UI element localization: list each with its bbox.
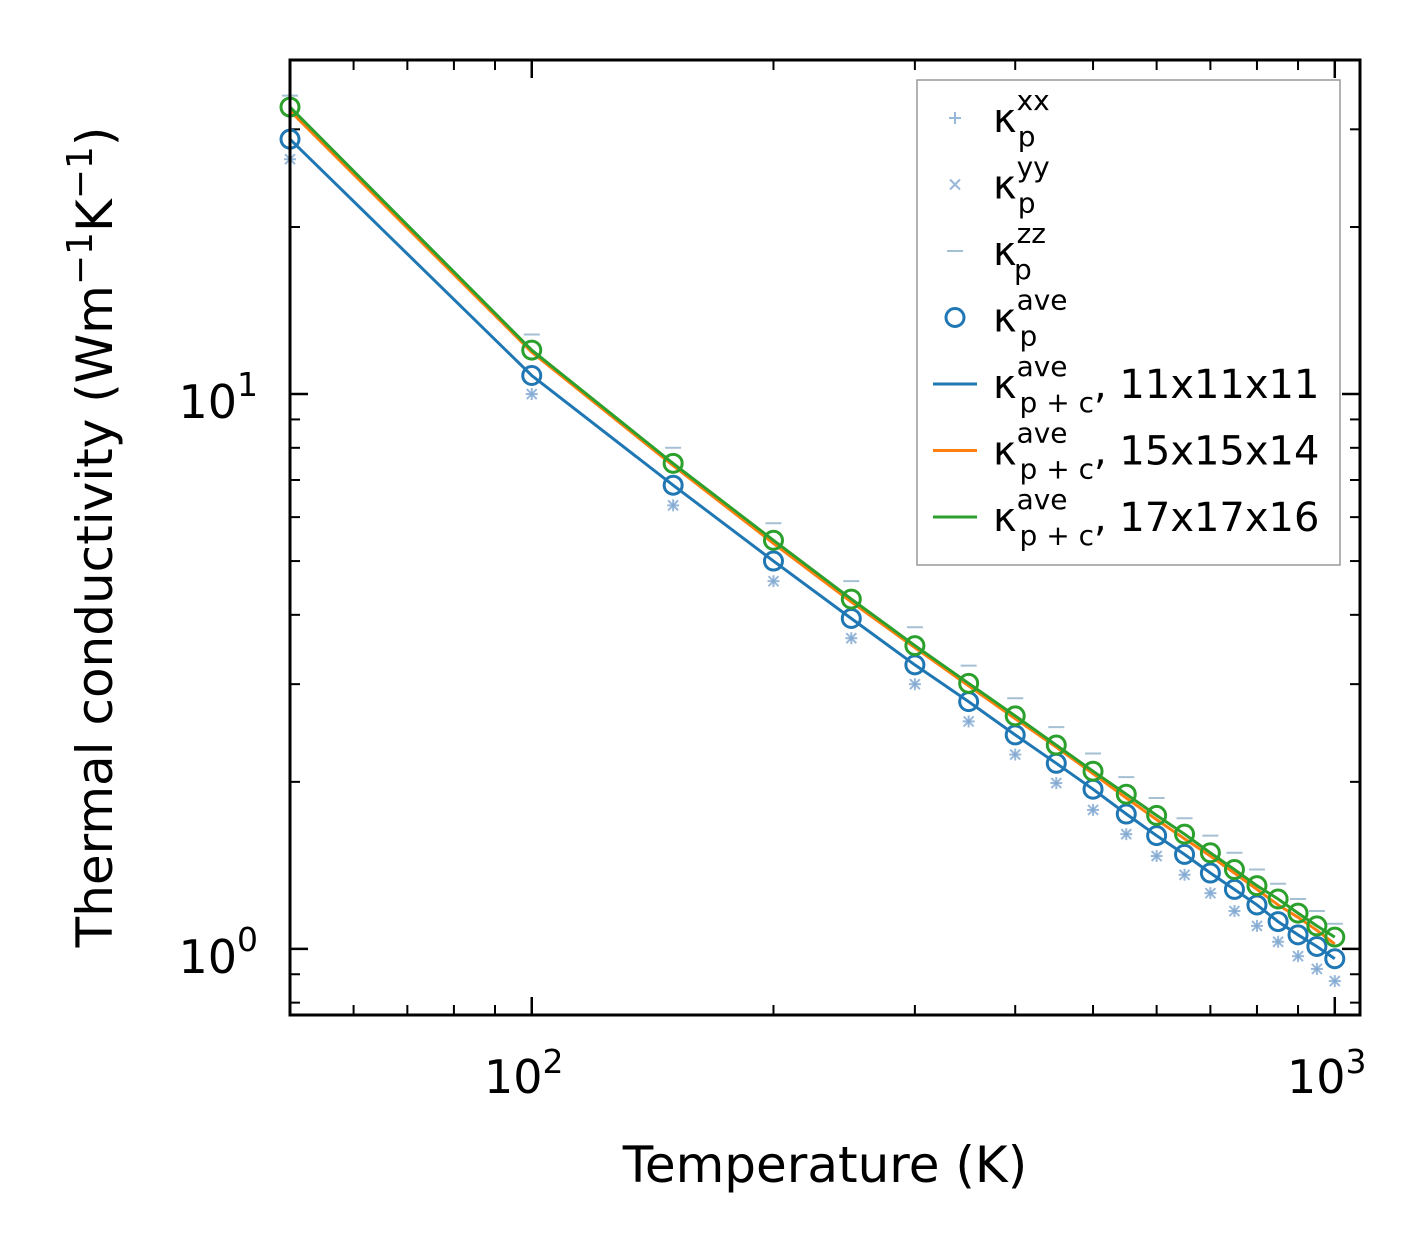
data-point-x bbox=[962, 715, 975, 728]
legend-item: κave p + c, 17x17x16 bbox=[933, 483, 1319, 552]
legend-item: κave p bbox=[944, 284, 1068, 353]
data-point-circle bbox=[762, 550, 784, 572]
data-point-circle bbox=[1324, 926, 1346, 948]
legend-label: κave p bbox=[993, 284, 1068, 353]
data-point-x bbox=[526, 388, 538, 400]
y-tick-label: 100 bbox=[178, 920, 258, 984]
data-point-x bbox=[1292, 950, 1304, 962]
data-point-x bbox=[1120, 828, 1132, 840]
data-point-circle bbox=[1115, 783, 1137, 805]
data-point-circle bbox=[1004, 705, 1026, 727]
x-axis-label: Temperature (K) bbox=[622, 1136, 1027, 1194]
data-point-circle bbox=[958, 672, 980, 694]
data-point-x bbox=[909, 678, 921, 690]
series-circle-markers bbox=[279, 96, 1346, 948]
legend-item: κxx p bbox=[949, 84, 1050, 153]
data-point-circle bbox=[904, 635, 926, 657]
data-point-circle bbox=[1199, 842, 1221, 864]
data-point-circle bbox=[1146, 804, 1168, 826]
data-point-circle bbox=[1082, 760, 1104, 782]
legend-marker-swatch bbox=[949, 112, 961, 124]
data-point-x bbox=[1050, 777, 1063, 789]
x-tick-label: 103 bbox=[1287, 1042, 1367, 1104]
x-tick-label: 102 bbox=[484, 1042, 564, 1104]
series-line bbox=[288, 138, 1336, 960]
legend-marker-swatch bbox=[944, 307, 966, 328]
data-point-x bbox=[1009, 748, 1021, 761]
axis-ticks bbox=[289, 59, 1360, 1015]
series-line bbox=[288, 106, 1336, 939]
legend-label: κave p + c, 15x15x14 bbox=[993, 417, 1319, 486]
data-point-circle bbox=[1287, 924, 1309, 946]
data-point-x bbox=[1150, 850, 1163, 862]
data-point-x bbox=[1329, 975, 1341, 987]
data-point-circle bbox=[762, 529, 784, 551]
legend-label: κzz p bbox=[993, 217, 1046, 286]
data-point-circle bbox=[1199, 862, 1221, 884]
data-point-circle bbox=[662, 474, 684, 496]
data-point-x bbox=[845, 632, 858, 644]
series-x-markers bbox=[284, 153, 1341, 987]
data-point-circle bbox=[1306, 935, 1328, 957]
data-point-circle bbox=[1045, 734, 1067, 756]
series-line bbox=[288, 109, 1336, 946]
plot-frame bbox=[288, 58, 1362, 1017]
data-point-circle bbox=[521, 339, 543, 361]
data-point-x bbox=[1228, 905, 1241, 917]
legend-label: κxx p bbox=[993, 84, 1050, 153]
data-point-circle bbox=[1324, 948, 1346, 970]
y-tick-label: 101 bbox=[178, 365, 258, 429]
data-point-circle bbox=[1146, 825, 1168, 847]
legend-marker-swatch bbox=[949, 178, 961, 191]
tick-labels: 102 103 100 101 bbox=[178, 365, 1366, 1104]
data-point-circle bbox=[1174, 823, 1196, 845]
legend-item: κave p + c, 11x11x11 bbox=[933, 350, 1319, 419]
data-point-circle bbox=[1306, 915, 1328, 937]
legend-item: κyy p bbox=[949, 151, 1050, 220]
series-hline-markers bbox=[282, 94, 1343, 925]
legend-item: κave p + c, 15x15x14 bbox=[933, 417, 1319, 486]
data-point-x bbox=[767, 575, 780, 587]
data-point-circle bbox=[1115, 803, 1137, 825]
data-point-x bbox=[1087, 804, 1099, 816]
data-point-x bbox=[1272, 936, 1284, 948]
data-point-circle bbox=[1174, 843, 1196, 865]
data-point-circle bbox=[662, 452, 684, 474]
data-point-x bbox=[1178, 869, 1191, 881]
data-point-circle bbox=[521, 364, 543, 386]
data-point-circle bbox=[1267, 911, 1289, 933]
legend-label: κyy p bbox=[993, 151, 1050, 220]
data-point-x bbox=[1204, 887, 1217, 899]
data-point-circle bbox=[1223, 878, 1245, 900]
y-axis-label: Thermal conductivity (Wm−1K−1) bbox=[60, 127, 124, 949]
data-point-circle bbox=[1267, 888, 1289, 910]
legend-box bbox=[916, 79, 1341, 566]
data-point-circle bbox=[1223, 859, 1245, 881]
legend-label: κave p + c, 17x17x16 bbox=[993, 483, 1319, 552]
plot-series bbox=[279, 94, 1346, 988]
data-point-circle bbox=[1287, 902, 1309, 924]
data-point-circle bbox=[840, 588, 862, 610]
data-point-x bbox=[1251, 920, 1263, 932]
data-point-x bbox=[1311, 963, 1323, 975]
legend-item: κzz p bbox=[947, 217, 1046, 286]
data-point-x bbox=[667, 499, 679, 512]
legend-label: κave p + c, 11x11x11 bbox=[993, 350, 1319, 419]
data-point-circle bbox=[1246, 875, 1268, 897]
